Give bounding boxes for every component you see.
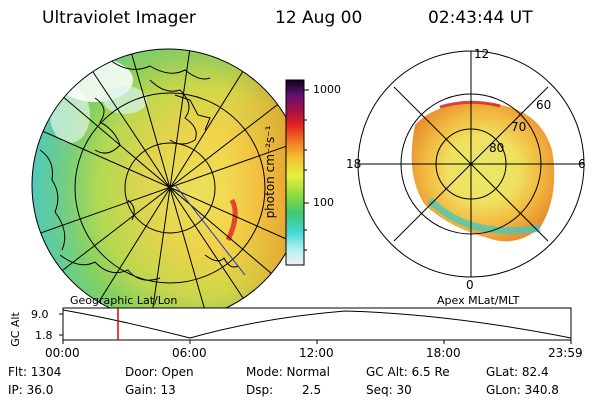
altitude-plot-frame <box>62 307 572 341</box>
time-label: 02:43:44 UT <box>428 8 533 28</box>
geographic-map <box>31 48 305 322</box>
sun-direction-line <box>174 184 246 276</box>
mlt-label-dusk: 18 <box>346 157 362 171</box>
magnetic-map <box>357 50 585 278</box>
altitude-ytick-low: 1.8 <box>35 329 53 342</box>
color-scale-bar <box>285 79 305 266</box>
status-gc-alt: GC Alt: 6.5 Re <box>366 365 450 379</box>
altitude-xtick-2: 12:00 <box>299 346 334 360</box>
altitude-curve <box>62 309 572 339</box>
status-glon: GLon: 340.8 <box>486 383 559 397</box>
mlt-label-dawn: 6 <box>578 157 586 171</box>
status-dsp-label: Dsp: <box>246 383 274 397</box>
mlat-label-80: 80 <box>489 141 505 155</box>
status-dsp-value: 2.5 <box>302 383 322 397</box>
auroral-oval <box>411 102 555 242</box>
altitude-xtick-3: 18:00 <box>426 346 461 360</box>
colorbar-unit-label: photon cm⁻²s⁻¹ <box>263 125 277 219</box>
altitude-ylabel: GC Alt <box>8 312 22 347</box>
date-label: 12 Aug 00 <box>275 8 363 28</box>
mlt-label-midnight: 0 <box>466 278 474 292</box>
altitude-xtick-4: 23:59 <box>548 346 583 360</box>
mlt-label-noon: 12 <box>474 47 490 61</box>
altitude-ytick-high: 9.0 <box>31 308 49 321</box>
color-scale <box>285 79 309 266</box>
altitude-xtick-0: 00:00 <box>45 346 80 360</box>
instrument-title: Ultraviolet Imager <box>42 8 196 28</box>
status-glat: GLat: 82.4 <box>486 365 549 379</box>
mlat-label-70: 70 <box>511 120 527 134</box>
geo-map-caption: Geographic Lat/Lon <box>70 294 178 307</box>
mlat-label-60: 60 <box>536 98 552 112</box>
geo-graticule <box>32 49 304 321</box>
status-seq: Seq: 30 <box>366 383 412 397</box>
status-mode: Mode: Normal <box>246 365 330 379</box>
altitude-plot <box>59 307 572 344</box>
status-flight: Flt: 1304 <box>8 365 62 379</box>
colorbar-tick-100: 100 <box>313 196 334 209</box>
status-gain: Gain: 13 <box>125 383 176 397</box>
mlat-graticule <box>357 50 585 278</box>
altitude-xtick-1: 06:00 <box>172 346 207 360</box>
status-door: Door: Open <box>125 365 194 379</box>
colorbar-tick-1000: 1000 <box>313 83 341 96</box>
status-ip: IP: 36.0 <box>8 383 54 397</box>
apex-map-caption: Apex MLat/MLT <box>437 294 520 307</box>
